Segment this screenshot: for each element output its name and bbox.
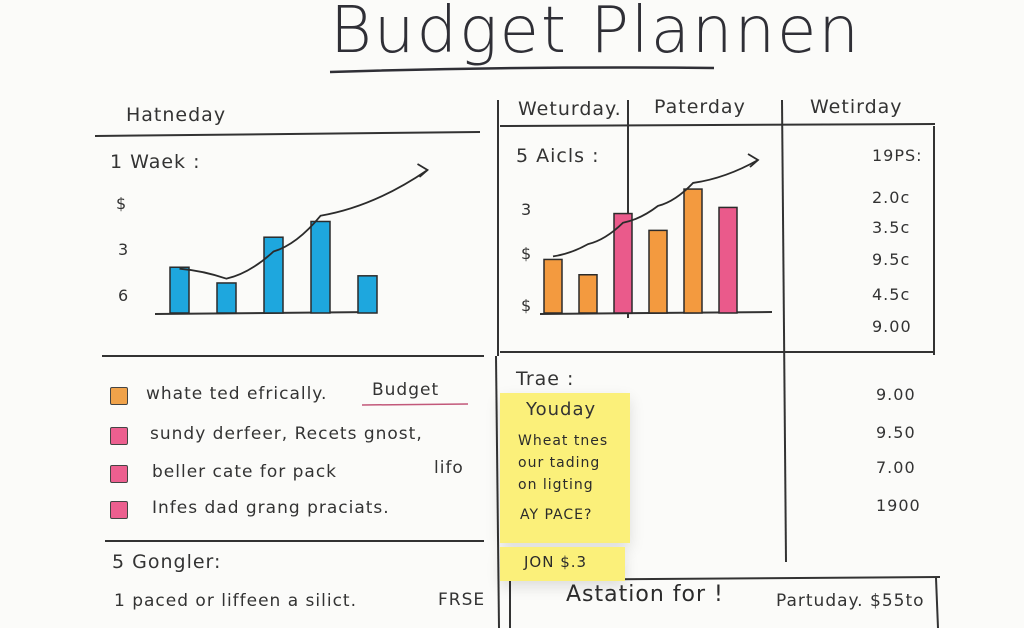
right-value: 4.5c	[872, 285, 911, 304]
legend-item: sundy derfeer, Recets gnost,	[108, 424, 488, 454]
chart-bar	[310, 220, 331, 314]
bottom-line: 1 paced or liffeen a silict.	[114, 591, 357, 611]
column-header-3: Wetirday	[810, 96, 903, 118]
sticky-tag-text: JON $.3	[524, 553, 588, 571]
bottom-right-value: $55to	[870, 591, 925, 611]
legend-item: whate ted efrically. Budget	[108, 380, 488, 414]
left-y-tick: 6	[118, 286, 130, 305]
right-value: 9.00	[872, 317, 912, 336]
bottom-right-label: Partuday.	[776, 591, 864, 611]
legend-item: Infes dad grang praciats.	[108, 498, 488, 528]
left-y-tick: 3	[118, 240, 130, 259]
right-value: 3.5c	[872, 218, 911, 237]
right-value: 9.00	[876, 385, 916, 404]
trend-arrow-head	[747, 153, 760, 168]
right-value: 2.0c	[872, 188, 911, 207]
right-col-header: 19PS:	[872, 146, 923, 165]
chart-bar	[648, 229, 668, 314]
mid-y-tick: $	[521, 244, 533, 263]
sticky-line: our tading	[518, 455, 601, 471]
chart-bar	[578, 274, 598, 314]
legend-text: Infes dad grang praciats.	[152, 498, 390, 518]
mid-chart-label: 5 Aicls :	[516, 145, 600, 167]
chart-bar	[216, 282, 237, 314]
bottom-center-text: Astation for !	[566, 582, 724, 607]
right-value: 1900	[876, 496, 921, 515]
legend-text: whate ted efrically.	[146, 384, 328, 404]
legend-swatch	[110, 427, 128, 445]
legend-text: beller cate for pack	[152, 462, 338, 482]
right-value: 7.00	[876, 458, 916, 477]
left-y-tick: $	[116, 194, 128, 213]
bottom-label: 5 Gongler:	[112, 551, 222, 573]
trend-line	[179, 169, 429, 280]
legend-swatch	[110, 501, 128, 519]
legend-extra: lifo	[434, 458, 464, 478]
sticky-tag: JON $.3	[500, 547, 625, 581]
legend-item: beller cate for pack lifo	[108, 458, 488, 492]
legend-text: sundy derfeer, Recets gnost,	[150, 424, 423, 444]
right-value: 9.5c	[872, 250, 911, 269]
chart-bar	[613, 212, 633, 314]
mid-y-tick: $	[521, 296, 533, 315]
chart-bar	[718, 206, 738, 314]
trend-arrow-head	[417, 163, 430, 178]
legend-extra: Budget	[372, 380, 440, 400]
page-title: Budget Plannen	[330, 0, 861, 68]
trae-label: Trae :	[516, 368, 575, 390]
legend-swatch	[110, 465, 128, 483]
trend-line	[552, 159, 759, 258]
chart-bar	[683, 188, 703, 314]
column-header-1: Weturday.	[518, 98, 622, 120]
left-chart-label: 1 Waek :	[110, 151, 201, 173]
chart-bar	[169, 266, 190, 314]
sticky-note: Youday Wheat tnes our tading on ligting …	[500, 393, 630, 543]
sticky-title: Youday	[526, 399, 597, 420]
chart-bar	[357, 275, 378, 314]
sticky-footer: AY PACE?	[520, 507, 593, 523]
sticky-line: on ligting	[518, 477, 594, 493]
bottom-line-extra: FRSE	[438, 590, 486, 610]
legend-swatch	[110, 387, 128, 405]
right-value: 9.50	[876, 423, 916, 442]
mid-y-tick: 3	[521, 200, 533, 219]
sticky-line: Wheat tnes	[518, 433, 609, 449]
column-header-2: Paterday	[654, 96, 746, 118]
chart-bar	[543, 258, 563, 314]
left-header: Hatneday	[126, 104, 227, 126]
